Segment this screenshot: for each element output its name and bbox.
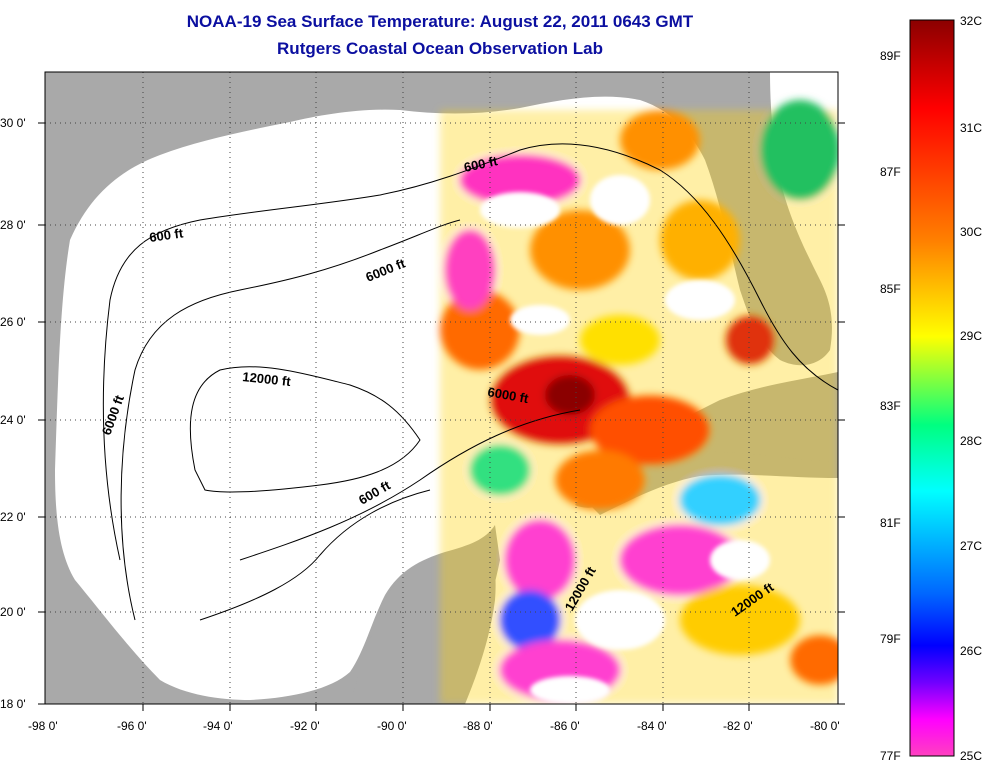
lon-label: -94 0' bbox=[203, 719, 233, 733]
colorbar-f-label: 85F bbox=[880, 282, 901, 296]
lon-label: -82 0' bbox=[723, 719, 753, 733]
colorbar-f-label: 81F bbox=[880, 516, 901, 530]
lat-label: 26 0' bbox=[0, 315, 26, 329]
lon-label: -98 0' bbox=[28, 719, 58, 733]
lon-label: -88 0' bbox=[463, 719, 493, 733]
contour-label: 600 ft bbox=[463, 153, 500, 175]
colorbar-c-label: 31C bbox=[960, 121, 982, 135]
colorbar-f-label: 77F bbox=[880, 749, 901, 763]
lat-label: 30 0' bbox=[0, 116, 26, 130]
lat-label: 18 0' bbox=[0, 697, 26, 711]
title-line-2: Rutgers Coastal Ocean Observation Lab bbox=[277, 39, 603, 58]
colorbar-c-label: 26C bbox=[960, 644, 982, 658]
colorbar-c-label: 32C bbox=[960, 14, 982, 28]
lon-label: -84 0' bbox=[637, 719, 667, 733]
contour-600ft bbox=[102, 143, 838, 561]
contour-600ft-south bbox=[239, 409, 581, 561]
colorbar-f-label: 79F bbox=[880, 632, 901, 646]
colorbar-f-label: 89F bbox=[880, 49, 901, 63]
colorbar-f-label: 87F bbox=[880, 165, 901, 179]
graticule bbox=[45, 72, 838, 704]
lon-label: -90 0' bbox=[377, 719, 407, 733]
lon-label: -86 0' bbox=[550, 719, 580, 733]
contour-6000ft bbox=[120, 219, 461, 621]
colorbar-c-label: 27C bbox=[960, 539, 982, 553]
lat-label: 20 0' bbox=[0, 605, 26, 619]
colorbar-c-label: 25C bbox=[960, 749, 982, 763]
colorbar-gradient bbox=[909, 19, 955, 757]
lon-label: -80 0' bbox=[810, 719, 840, 733]
contour-label: 6000 ft bbox=[486, 384, 530, 406]
colorbar-f-label: 83F bbox=[880, 399, 901, 413]
contour-label: 12000 ft bbox=[242, 369, 292, 389]
contour-shelf bbox=[199, 489, 431, 621]
colorbar-c-label: 30C bbox=[960, 225, 982, 239]
contour-label: 600 ft bbox=[148, 225, 184, 245]
contour-12000ft bbox=[189, 366, 421, 493]
lat-label: 28 0' bbox=[0, 218, 26, 232]
map-border bbox=[44, 71, 839, 705]
colorbar-c-label: 28C bbox=[960, 434, 982, 448]
cloud-mask bbox=[480, 175, 770, 704]
lat-label: 22 0' bbox=[0, 510, 26, 524]
lon-label: -92 0' bbox=[290, 719, 320, 733]
bathymetry-contours bbox=[102, 143, 838, 621]
colorbar-c-label: 29C bbox=[960, 329, 982, 343]
axis-ticks bbox=[38, 122, 845, 711]
lat-label: 24 0' bbox=[0, 413, 26, 427]
title-line-1: NOAA-19 Sea Surface Temperature: August … bbox=[186, 12, 694, 31]
lon-label: -96 0' bbox=[117, 719, 147, 733]
